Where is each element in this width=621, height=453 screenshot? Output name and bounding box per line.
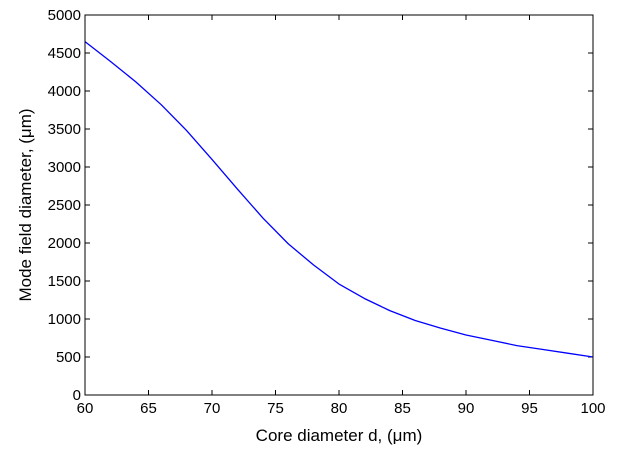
x-axis-label-unit: μm — [393, 426, 417, 445]
x-tick-label: 80 — [331, 400, 348, 417]
y-tick-label: 4500 — [48, 45, 81, 62]
y-tick-label: 1000 — [48, 311, 81, 328]
x-tick-label: 65 — [140, 400, 157, 417]
y-axis-label-unit: μm — [16, 114, 35, 138]
y-tick-label: 500 — [56, 349, 81, 366]
x-tick-label: 85 — [394, 400, 411, 417]
y-tick-label: 5000 — [48, 7, 81, 24]
x-tick-label: 75 — [267, 400, 284, 417]
tick-labels: 60 65 70 75 80 85 90 95 100050010001500200025003… — [48, 7, 606, 417]
plot-area — [85, 15, 593, 395]
y-tick-label: 4000 — [48, 83, 81, 100]
series-layer — [84, 41, 594, 358]
x-axis-label: Core diameter d, (μm) — [256, 426, 423, 445]
x-tick-label: 100 — [580, 400, 605, 417]
y-axis-label: Mode field diameter, (μm) — [16, 108, 35, 301]
x-tick-label: 70 — [204, 400, 221, 417]
x-tick-label: 60 — [77, 400, 94, 417]
y-tick-label: 3500 — [48, 121, 81, 138]
x-tick-label: 95 — [521, 400, 538, 417]
plot-frame — [84, 14, 594, 396]
y-tick-label: 1500 — [48, 273, 81, 290]
x-tick-label: 90 — [458, 400, 475, 417]
y-tick-label: 2500 — [48, 197, 81, 214]
y-tick-label: 3000 — [48, 159, 81, 176]
y-tick-label: 2000 — [48, 235, 81, 252]
y-tick-label: 0 — [73, 387, 81, 404]
series-line — [84, 41, 594, 358]
